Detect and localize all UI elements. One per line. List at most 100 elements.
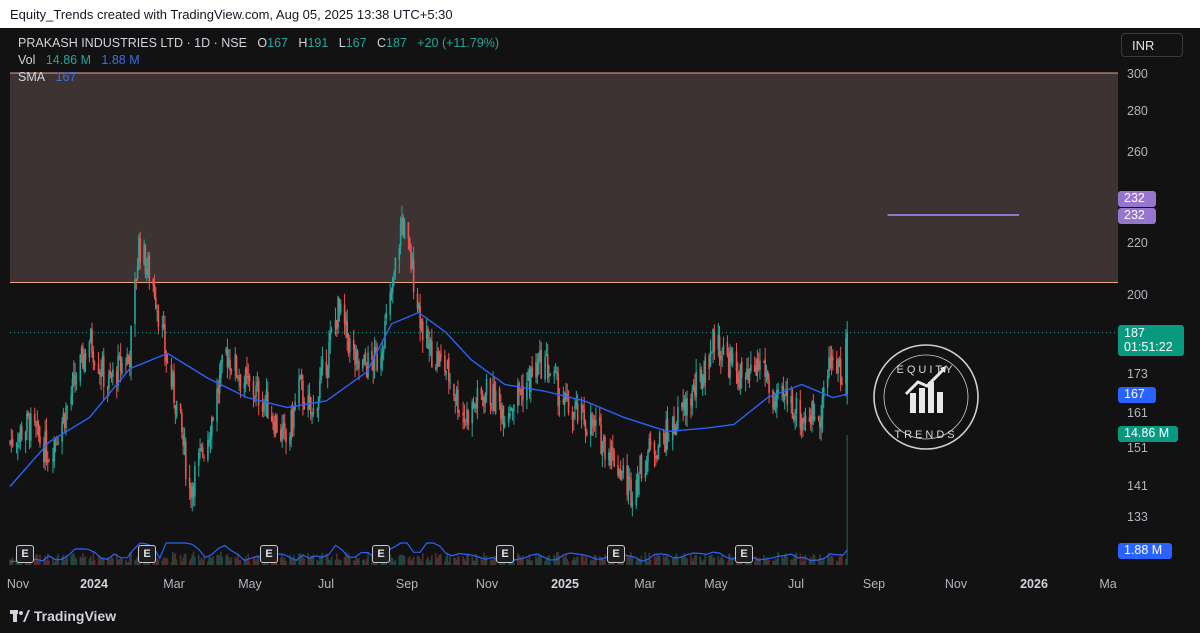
candle-body bbox=[303, 401, 306, 410]
candle-body bbox=[589, 414, 592, 435]
volume-bar bbox=[164, 558, 166, 565]
candle-body bbox=[30, 413, 32, 441]
candle-body bbox=[540, 350, 543, 379]
candle-body bbox=[516, 384, 519, 406]
candle-body bbox=[671, 417, 674, 441]
volume-bar bbox=[656, 554, 658, 565]
earnings-marker[interactable]: E bbox=[496, 545, 514, 563]
volume-bar bbox=[429, 560, 432, 565]
volume-bar bbox=[127, 562, 130, 565]
candle-body bbox=[246, 367, 248, 375]
candle-body bbox=[136, 266, 139, 280]
earnings-marker[interactable]: E bbox=[260, 545, 278, 563]
volume-bar bbox=[713, 557, 716, 565]
candle-body bbox=[63, 414, 66, 428]
volume-bar bbox=[294, 560, 296, 565]
volume-bar bbox=[513, 557, 515, 565]
volume-bar bbox=[194, 556, 196, 565]
candle-body bbox=[83, 354, 86, 372]
earnings-marker[interactable]: E bbox=[372, 545, 390, 563]
candle-body bbox=[575, 401, 578, 406]
candle-body bbox=[808, 417, 811, 422]
candle-body bbox=[57, 443, 59, 445]
volume-bar bbox=[108, 559, 110, 565]
candle-body bbox=[471, 401, 474, 424]
currency-button[interactable]: INR bbox=[1121, 33, 1183, 57]
volume-bar bbox=[252, 557, 255, 565]
candle-body bbox=[349, 338, 351, 353]
volume-bar bbox=[106, 556, 109, 565]
candle-body bbox=[638, 474, 640, 495]
volume-bar bbox=[339, 559, 342, 565]
volume-bar bbox=[721, 555, 723, 565]
time-tick-label: May bbox=[238, 577, 262, 591]
candle-body bbox=[811, 402, 813, 423]
candle-body bbox=[115, 371, 118, 386]
sma-label[interactable]: SMA bbox=[18, 70, 46, 84]
candle-body bbox=[48, 460, 50, 462]
volume-bar bbox=[644, 552, 647, 565]
volume-bar bbox=[437, 556, 440, 565]
candle-body bbox=[153, 283, 156, 297]
candle-body bbox=[119, 356, 122, 372]
candle-body bbox=[428, 343, 431, 351]
candle-body bbox=[165, 352, 168, 362]
volume-bar bbox=[281, 553, 283, 565]
volume-bar bbox=[731, 556, 734, 565]
candle-body bbox=[519, 394, 522, 396]
candle-body bbox=[645, 461, 648, 475]
candle-body bbox=[15, 444, 18, 446]
volume-bar bbox=[756, 558, 759, 565]
candle-body bbox=[454, 397, 457, 402]
candle-body bbox=[753, 365, 756, 372]
volume-bar bbox=[246, 560, 248, 565]
volume-bar bbox=[399, 554, 402, 565]
candle-body bbox=[501, 408, 503, 418]
candle-body bbox=[429, 339, 432, 346]
candle-body bbox=[653, 442, 656, 455]
candle-body bbox=[307, 395, 309, 410]
candle-body bbox=[466, 408, 468, 422]
volume-bar bbox=[82, 553, 84, 565]
earnings-marker[interactable]: E bbox=[16, 545, 34, 563]
candle-body bbox=[273, 422, 276, 435]
volume-bar bbox=[832, 556, 834, 565]
candle-body bbox=[545, 354, 548, 357]
candle-body bbox=[127, 354, 130, 356]
volume-bar bbox=[161, 560, 164, 565]
candle-body bbox=[731, 353, 734, 364]
volume-bar bbox=[793, 557, 795, 565]
candle-body bbox=[518, 383, 520, 393]
volume-bar bbox=[312, 554, 315, 565]
candle-body bbox=[208, 440, 211, 443]
earnings-marker[interactable]: E bbox=[607, 545, 625, 563]
volume-bar bbox=[192, 551, 195, 565]
volume-bar bbox=[218, 555, 221, 565]
candle-body bbox=[181, 412, 183, 433]
tradingview-logo[interactable]: TradingView bbox=[10, 607, 116, 624]
candle-body bbox=[617, 464, 619, 476]
candle-body bbox=[527, 372, 529, 381]
volume-bar bbox=[280, 557, 282, 565]
candle-body bbox=[548, 375, 550, 377]
candle-body bbox=[535, 361, 537, 378]
earnings-marker[interactable]: E bbox=[735, 545, 753, 563]
candle-body bbox=[618, 468, 621, 477]
volume-bar bbox=[463, 558, 466, 565]
symbol-title[interactable]: PRAKASH INDUSTRIES LTD · 1D · NSE bbox=[18, 36, 247, 50]
candle-body bbox=[334, 319, 337, 330]
volume-bar bbox=[121, 558, 123, 565]
volume-label[interactable]: Vol bbox=[18, 53, 36, 67]
candle-body bbox=[690, 398, 692, 406]
candle-body bbox=[18, 435, 20, 443]
candle-body bbox=[80, 346, 83, 354]
earnings-marker[interactable]: E bbox=[138, 545, 156, 563]
volume-bar bbox=[841, 554, 843, 565]
candle-body bbox=[382, 350, 385, 353]
candle-body bbox=[686, 398, 688, 416]
volume-bar bbox=[627, 554, 630, 565]
candle-body bbox=[89, 328, 92, 342]
volume-bar bbox=[418, 556, 420, 565]
volume-bar bbox=[299, 552, 302, 565]
